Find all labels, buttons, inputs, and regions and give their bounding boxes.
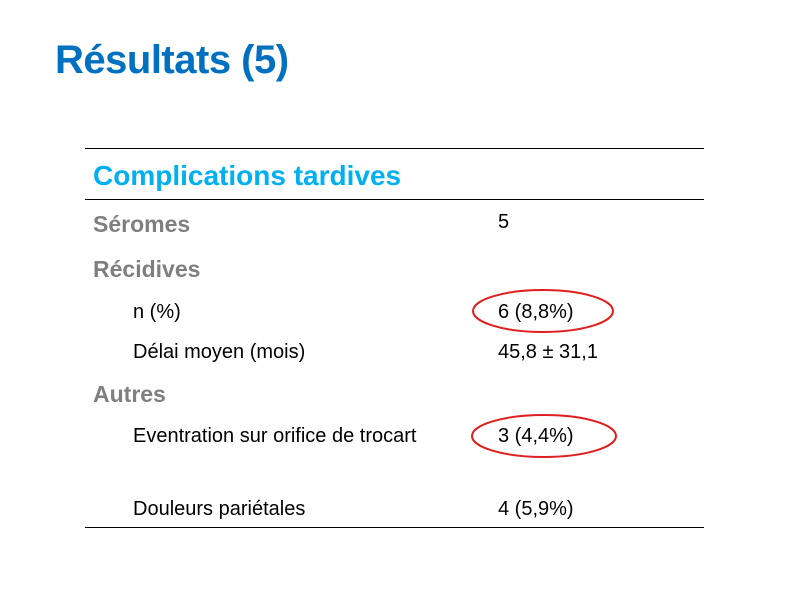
cell-value: 5: [498, 211, 510, 233]
section-label: Autres: [93, 381, 166, 407]
cell-value: 3 (4,4%): [498, 425, 574, 447]
row-label: Douleurs pariétales: [133, 498, 306, 520]
cell-value: 45,8 ± 31,1: [498, 341, 598, 363]
table-rule: [85, 527, 704, 528]
section-label: Séromes: [93, 211, 191, 237]
table-rule: [85, 148, 704, 149]
section-label: Récidives: [93, 256, 201, 282]
table-rule: [85, 199, 704, 200]
cell-value: 6 (8,8%): [498, 301, 574, 323]
row-label: Eventration sur orifice de trocart: [133, 425, 417, 447]
row-label: n (%): [133, 301, 181, 323]
highlight-ellipse: [472, 289, 614, 333]
table-title: Complications tardives: [93, 160, 402, 191]
cell-value: 4 (5,9%): [498, 498, 574, 520]
highlight-ellipse: [471, 414, 617, 458]
slide-title: Résultats (5): [55, 38, 289, 82]
row-label: Délai moyen (mois): [133, 341, 306, 363]
